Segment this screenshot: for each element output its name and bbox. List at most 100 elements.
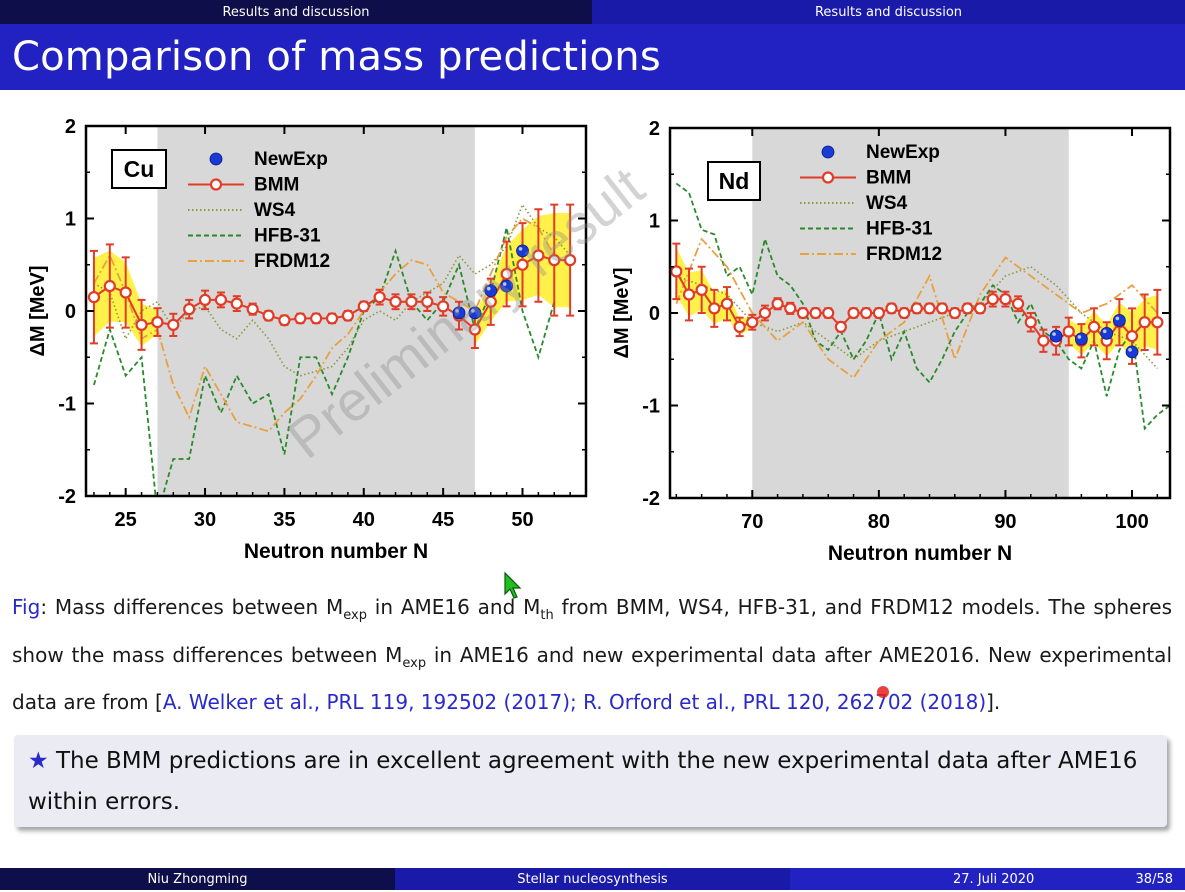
bmm-point: [357, 300, 370, 313]
plot-area: [670, 182, 1170, 431]
legend-newexp-marker: [821, 145, 835, 159]
newexp-point: [1049, 329, 1063, 343]
newexp-highlight: [1052, 332, 1056, 336]
legend-newexp-label: NewExp: [866, 142, 940, 163]
bmm-point: [758, 306, 772, 320]
bmm-point: [548, 254, 561, 267]
x-tick-label: 90: [994, 511, 1016, 533]
bmm-point: [1037, 334, 1050, 347]
bmm-point: [468, 323, 481, 336]
y-tick-label: 0: [649, 303, 660, 325]
top-navigation: Results and discussion Results and discu…: [0, 0, 1185, 24]
bmm-point: [214, 293, 228, 306]
bmm-point: [103, 279, 116, 293]
y-axis-label: ΔM [MeV]: [611, 267, 633, 358]
legend-bmm-marker: [209, 178, 223, 191]
bmm-point: [999, 293, 1012, 306]
newexp-point: [1125, 345, 1139, 359]
footer-right: 27. Juli 2020 38/58: [790, 868, 1185, 890]
title-band: Comparison of mass predictions: [0, 24, 1185, 90]
bmm-point: [847, 306, 860, 320]
page-number: 38/58: [1135, 872, 1173, 887]
y-tick-label: -2: [642, 488, 660, 510]
bmm-point: [564, 254, 577, 267]
ws4-line: [93, 202, 571, 377]
element-label: Nd: [719, 168, 750, 194]
footer-date: 27. Juli 2020: [953, 872, 1035, 887]
bmm-point: [834, 320, 847, 333]
bmm-point: [771, 297, 784, 310]
legend-bmm-label: BMM: [866, 168, 911, 189]
legend-bmm-marker: [821, 171, 835, 184]
plot-area: [87, 202, 577, 496]
caption-sub-th: th: [540, 608, 554, 623]
bmm-point: [373, 291, 386, 304]
legend-newexp-label: NewExp: [254, 149, 328, 170]
bmm-point: [1138, 316, 1151, 329]
newexp-highlight: [502, 282, 507, 286]
bmm-point: [183, 303, 196, 316]
figure-caption: Fig: Mass differences between Mexp in AM…: [12, 588, 1172, 722]
bmm-point: [405, 295, 418, 308]
nd-chart: 70 80 90 100 -2 -1 0 1 2 Neutron number N ΔM [MeV]…: [611, 118, 1172, 565]
legend-hfb31-label: HFB-31: [254, 226, 321, 247]
x-tick-label: 35: [273, 509, 295, 531]
x-tick-label: 40: [353, 509, 375, 531]
bmm-point: [262, 309, 275, 322]
bmm-point: [278, 314, 291, 327]
y-tick-label: 2: [65, 116, 76, 138]
newexp-highlight: [518, 247, 523, 251]
y-tick-label: -1: [58, 394, 76, 416]
conclusion-box: ★ The BMM predictions are in excellent a…: [14, 735, 1167, 827]
bmm-point: [682, 288, 696, 301]
bmm-point: [1087, 320, 1101, 333]
caption-text-5: ].: [986, 690, 1001, 714]
bmm-point: [898, 306, 911, 320]
legend-newexp-marker: [209, 152, 223, 166]
newexp-point: [1100, 326, 1114, 340]
fig-label: Fig: [12, 595, 41, 619]
x-tick-label: 30: [194, 509, 216, 531]
newexp-point: [1112, 313, 1126, 327]
bmm-point: [948, 306, 961, 320]
bmm-point: [695, 283, 708, 296]
bmm-point: [246, 303, 259, 316]
legend-frdm12-label: FRDM12: [254, 251, 330, 272]
caption-text-1: : Mass differences between M: [40, 595, 344, 619]
frdm12-line: [675, 237, 1159, 380]
element-label-box: [111, 149, 167, 189]
bmm-point: [1151, 316, 1164, 329]
bmm-point: [923, 302, 936, 315]
y-tick-label: 1: [649, 211, 660, 233]
legend-ws4-label: WS4: [866, 193, 908, 214]
nav-section-right[interactable]: Results and discussion: [592, 0, 1185, 24]
legend-ws4-label: WS4: [254, 200, 296, 221]
legend-frdm12-label: FRDM12: [866, 244, 942, 265]
reference-link[interactable]: A. Welker et al., PRL 119, 192502 (2017)…: [162, 690, 987, 714]
mouse-cursor-icon: [504, 572, 522, 599]
footer: Niu Zhongming Stellar nucleosynthesis 27…: [0, 868, 1185, 890]
x-tick-label: 50: [511, 509, 533, 531]
x-tick-label: 45: [432, 509, 454, 531]
newexp-highlight: [1102, 329, 1107, 334]
uncertainty-band: [1068, 294, 1158, 360]
shaded-region: [157, 126, 475, 496]
footer-author: Niu Zhongming: [0, 868, 395, 890]
bmm-point: [708, 302, 721, 315]
nav-section-left[interactable]: Results and discussion: [0, 0, 592, 24]
element-label: Cu: [124, 156, 155, 182]
cu-chart: 25 30 35 40 45 50 -2 -1 0 1 2 Neutron number N ΔM [M…: [27, 116, 588, 563]
footer-topic: Stellar nucleosynthesis: [395, 868, 790, 890]
bmm-point: [936, 302, 949, 315]
bmm-point: [1125, 330, 1139, 343]
element-label-box: [707, 161, 761, 201]
bmm-point: [733, 320, 746, 333]
bmm-point: [532, 249, 545, 262]
bmm-point: [119, 286, 132, 299]
bmm-point: [961, 302, 974, 315]
x-axis-label: Neutron number N: [244, 540, 428, 563]
y-tick-label: 2: [649, 118, 660, 140]
newexp-highlight: [1128, 348, 1132, 352]
bmm-point: [910, 302, 923, 315]
bmm-point: [135, 318, 148, 331]
